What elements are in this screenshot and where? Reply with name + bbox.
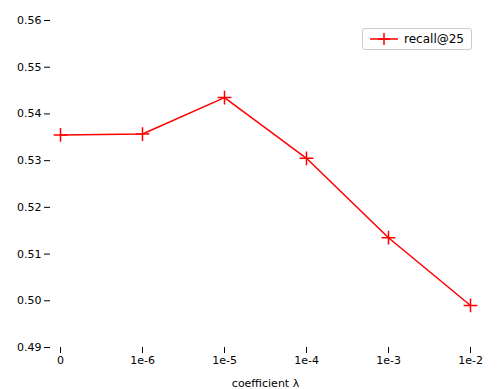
svg-text:1e-2: 1e-2 bbox=[458, 354, 483, 367]
svg-text:1e-5: 1e-5 bbox=[212, 354, 237, 367]
svg-text:0: 0 bbox=[57, 354, 64, 367]
svg-text:0.55: 0.55 bbox=[17, 61, 42, 74]
svg-text:0.56: 0.56 bbox=[17, 14, 42, 27]
html-text:recall@25: recall@25 bbox=[404, 32, 464, 46]
svg-text:1e-4: 1e-4 bbox=[294, 354, 319, 367]
svg-text:0.50: 0.50 bbox=[17, 294, 42, 307]
svg-text:0.49: 0.49 bbox=[17, 341, 42, 354]
svg-text:0.53: 0.53 bbox=[17, 154, 42, 167]
svg-text:1e-3: 1e-3 bbox=[376, 354, 401, 367]
svg-text:0.54: 0.54 bbox=[17, 107, 42, 120]
svg-text:coefficient λ: coefficient λ bbox=[232, 377, 300, 389]
svg-text:0.52: 0.52 bbox=[17, 201, 42, 214]
svg-text:1e-6: 1e-6 bbox=[130, 354, 155, 367]
svg-text:0.51: 0.51 bbox=[17, 248, 42, 261]
